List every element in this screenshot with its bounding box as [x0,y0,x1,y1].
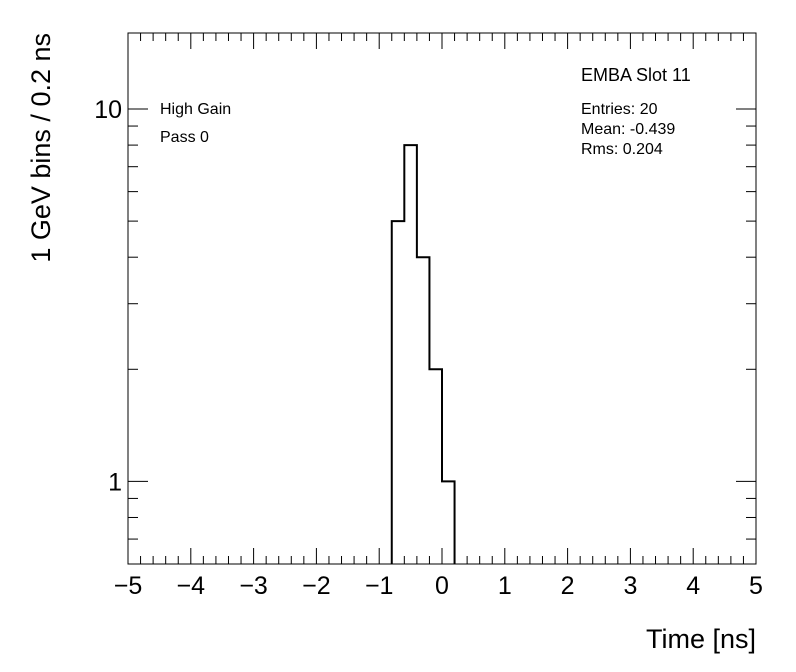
x-tick-labels: −5 −4 −3 −2 −1 0 1 2 3 4 5 [114,572,763,600]
x-tick-label: 1 [498,572,512,600]
x-tick-label: 5 [749,572,763,600]
y-axis-label: 1 GeV bins / 0.2 ns [26,33,56,263]
annotation-high-gain: High Gain [160,101,231,118]
x-tick-label: 4 [686,572,700,600]
histogram-bar [429,369,442,564]
y-tick-label: 1 [108,468,122,496]
histogram-bar [417,257,430,564]
x-tick-label: −1 [365,572,394,600]
stats-mean: Mean: -0.439 [581,121,675,138]
x-axis-label: Time [ns] [646,624,756,654]
histogram-bar [404,145,417,564]
chart-title: EMBA Slot 11 [581,65,691,85]
annotation-pass: Pass 0 [160,129,209,146]
histogram-outline [390,144,456,564]
stats-entries: Entries: 20 [581,101,658,118]
histogram-bins [392,145,455,564]
y-tick-labels: 1 10 [94,96,122,496]
x-tick-label: −4 [177,572,206,600]
histogram-bar [392,221,405,564]
x-tick-label: −3 [239,572,268,600]
x-tick-label: −2 [302,572,331,600]
axis-ticks [127,33,757,565]
x-tick-label: 2 [561,572,575,600]
y-tick-label: 10 [94,96,122,124]
x-tick-label: 0 [435,572,449,600]
x-tick-label: −5 [114,572,143,600]
stats-rms: Rms: 0.204 [581,141,663,158]
histogram-bar [442,481,455,564]
x-tick-label: 3 [623,572,637,600]
